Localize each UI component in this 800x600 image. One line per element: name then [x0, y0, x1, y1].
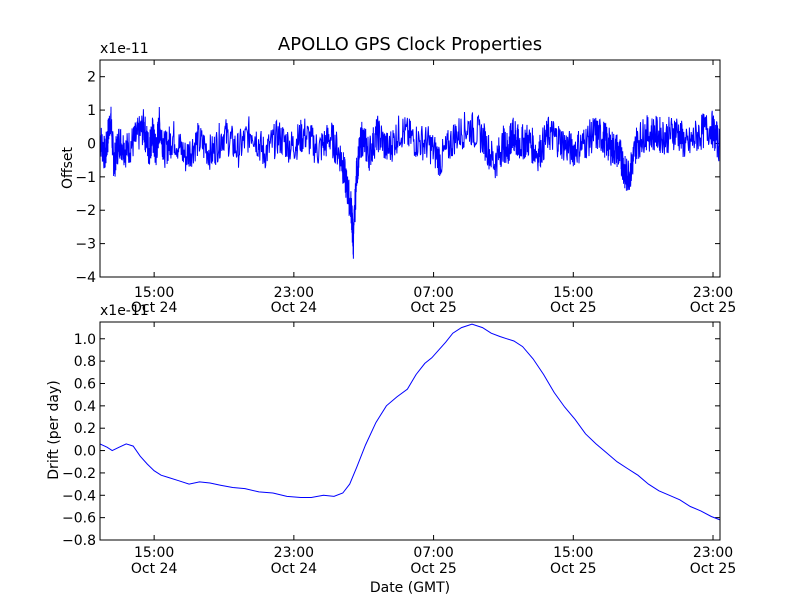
x-tick-time-label: 15:00: [134, 545, 174, 561]
y-tick-label: −1: [75, 170, 96, 186]
y-tick-label: 0: [87, 136, 96, 152]
drift-x-axis-label: Date (GMT): [370, 580, 450, 596]
offset-series-line: [99, 106, 721, 259]
drift-y-axis-label: Drift (per day): [46, 380, 62, 479]
y-tick-label: −3: [75, 237, 96, 253]
y-tick-label: −0.8: [62, 533, 96, 549]
y-tick-label: −2: [75, 203, 96, 219]
x-tick-time-label: 23:00: [274, 545, 314, 561]
offset-subplot: APOLLO GPS Clock Properties x1e-11 Offse…: [60, 34, 736, 316]
x-tick-date-label: Oct 25: [410, 561, 456, 577]
y-tick-label: −0.2: [62, 466, 96, 482]
y-tick-label: −0.4: [62, 488, 96, 504]
offset-plot-frame: [99, 59, 721, 278]
chart-title: APOLLO GPS Clock Properties: [278, 34, 542, 55]
x-tick-time-label: 23:00: [693, 285, 733, 301]
x-tick-time-label: 15:00: [134, 285, 174, 301]
x-tick-time-label: 15:00: [553, 545, 593, 561]
y-tick-label: 0.6: [74, 376, 96, 392]
drift-scale-label: x1e-11: [100, 303, 149, 319]
x-tick-time-label: 07:00: [413, 545, 453, 561]
y-tick-label: 1.0: [74, 332, 96, 348]
x-tick-date-label: Oct 25: [690, 561, 736, 577]
drift-series-line: [99, 323, 721, 521]
y-tick-label: 0.4: [74, 399, 96, 415]
offset-y-ticks: 2 1 0 −1 −2 −3 −4: [75, 70, 720, 286]
x-tick-time-label: 23:00: [274, 285, 314, 301]
drift-plot-frame: [99, 321, 721, 541]
x-tick-time-label: 07:00: [413, 285, 453, 301]
y-tick-label: −0.6: [62, 511, 96, 527]
y-tick-label: 1: [87, 103, 96, 119]
x-tick-time-label: 15:00: [553, 285, 593, 301]
x-tick-date-label: Oct 25: [410, 300, 456, 316]
x-tick-date-label: Oct 25: [690, 300, 736, 316]
x-tick-time-label: 23:00: [693, 545, 733, 561]
x-tick-date-label: Oct 25: [550, 300, 596, 316]
offset-scale-label: x1e-11: [100, 41, 149, 57]
y-tick-label: 0.0: [74, 444, 96, 460]
y-tick-label: 0.8: [74, 354, 96, 370]
x-tick-date-label: Oct 24: [271, 300, 318, 316]
x-tick-date-label: Oct 24: [271, 561, 318, 577]
y-tick-label: 0.2: [74, 421, 96, 437]
x-tick-date-label: Oct 25: [550, 561, 596, 577]
x-tick-date-label: Oct 24: [131, 300, 178, 316]
drift-y-ticks: 1.0 0.8 0.6 0.4 0.2 0.0 −0.2 −0.4 −0.6 −0.8: [62, 332, 720, 549]
offset-y-axis-label: Offset: [60, 146, 76, 189]
y-tick-label: −4: [75, 270, 96, 286]
drift-subplot: x1e-11 Drift (per day) Date (GMT) 1.0 0.8…: [46, 303, 736, 596]
y-tick-label: 2: [87, 70, 96, 86]
x-tick-date-label: Oct 24: [131, 561, 178, 577]
